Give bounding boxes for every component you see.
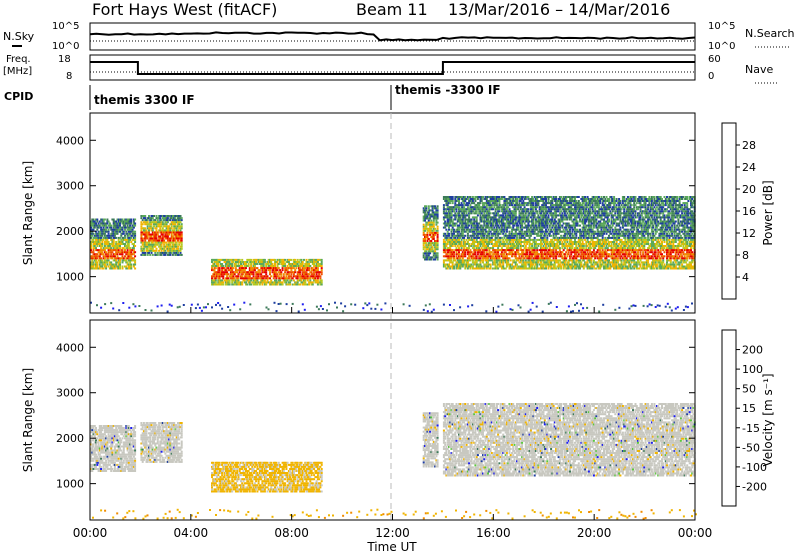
x-tick-label: 00:00 <box>73 526 108 540</box>
x-tick-label: 08:00 <box>274 526 309 540</box>
velocity-data <box>90 403 697 520</box>
y-tick-label: 2000 <box>56 225 84 238</box>
nsearch-tick-low: 10^0 <box>708 41 735 52</box>
colorbar-tick-label: -200 <box>742 480 767 493</box>
power-data <box>90 196 696 313</box>
power-colorbar: 4 8 12 16 20 24 28 <box>722 123 756 299</box>
colorbar-tick-label: 16 <box>742 205 756 218</box>
nsearch-tick-high: 10^5 <box>708 21 735 32</box>
freq-label: Freq. <box>6 54 31 65</box>
velocity-y-axis-label: Slant Range [km] <box>21 368 35 472</box>
station-title: Fort Hays West (fitACF) <box>92 0 277 19</box>
power-y-axis-label: Slant Range [km] <box>21 161 35 265</box>
colorbar-tick-label: 15 <box>742 402 756 415</box>
y-tick-label: 4000 <box>56 134 84 147</box>
freq-tick-high: 18 <box>58 54 71 65</box>
cpid-label: CPID <box>4 90 33 103</box>
colorbar-frame <box>722 330 736 506</box>
power-colorbar-label: Power [dB] <box>761 180 775 245</box>
nave-tick-low: 0 <box>708 71 714 82</box>
nsky-label: N.Sky <box>3 30 35 43</box>
date-range: 13/Mar/2016 – 14/Mar/2016 <box>448 0 670 19</box>
y-tick-label: 3000 <box>56 180 84 193</box>
colorbar-frame <box>722 123 736 299</box>
colorbar-tick-label: -15 <box>742 422 760 435</box>
colorbar-tick-label: 4 <box>742 271 749 284</box>
nsearch-label: N.Search <box>745 27 795 40</box>
colorbar-tick-label: 50 <box>742 383 756 396</box>
nsky-series-line <box>90 32 695 40</box>
colorbar-tick-label: 20 <box>742 183 756 196</box>
nsky-tick-low: 10^0 <box>52 41 79 52</box>
freq-panel-frame <box>90 55 695 80</box>
cpid-first: themis 3300 IF <box>94 93 195 107</box>
colorbar-tick-label: -50 <box>742 441 760 454</box>
x-tick-label: 12:00 <box>375 526 410 540</box>
nave-tick-high: 60 <box>708 54 721 65</box>
x-tick-label: 04:00 <box>174 526 209 540</box>
colorbar-tick-label: 28 <box>742 139 756 152</box>
x-tick-label: 20:00 <box>577 526 612 540</box>
x-tick-label: 16:00 <box>476 526 511 540</box>
cpid-second: themis -3300 IF <box>395 83 501 97</box>
colorbar-tick-label: 8 <box>742 249 749 262</box>
nsky-tick-high: 10^5 <box>52 21 79 32</box>
y-tick-label: 4000 <box>56 341 84 354</box>
freq-unit-label: [MHz] <box>3 66 32 77</box>
nave-label: Nave <box>745 63 773 76</box>
nsky-panel-frame <box>90 23 695 50</box>
y-tick-label: 2000 <box>56 432 84 445</box>
beam-label: Beam 11 <box>356 0 428 19</box>
time-axis-ticks: 00:00 04:00 08:00 12:00 16:00 20:00 00:00 <box>73 526 713 540</box>
y-tick-label: 1000 <box>56 271 84 284</box>
velocity-colorbar-label: Velocity [m s⁻¹] <box>761 373 775 466</box>
x-axis-label: Time UT <box>366 540 417 554</box>
colorbar-tick-label: 100 <box>742 363 763 376</box>
x-tick-label: 00:00 <box>678 526 713 540</box>
colorbar-tick-label: 24 <box>742 161 756 174</box>
y-tick-label: 3000 <box>56 387 84 400</box>
velocity-panel: 1000 2000 3000 4000 <box>56 320 697 520</box>
y-tick-label: 1000 <box>56 478 84 491</box>
colorbar-tick-label: 12 <box>742 227 756 240</box>
power-panel: 1000 2000 3000 4000 <box>56 113 696 313</box>
freq-tick-low: 8 <box>66 71 72 82</box>
colorbar-tick-label: 200 <box>742 344 763 357</box>
